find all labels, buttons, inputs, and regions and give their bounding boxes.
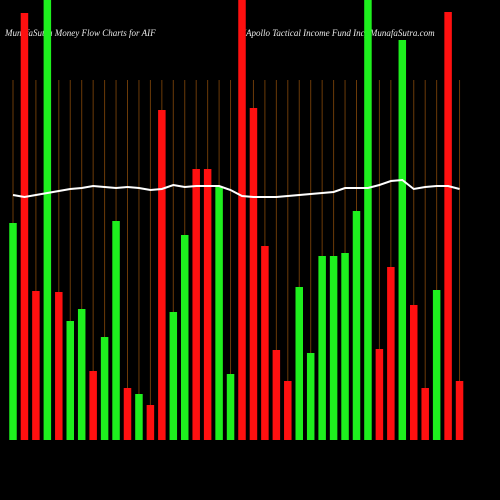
bar (295, 287, 303, 440)
bar (112, 221, 120, 440)
bar (421, 388, 429, 440)
bar (387, 267, 395, 440)
bar (181, 235, 189, 440)
bar (226, 374, 235, 440)
bar (306, 353, 315, 440)
bar (66, 321, 74, 440)
bar (169, 312, 178, 440)
bar (32, 291, 40, 440)
bar (100, 337, 109, 440)
bar (146, 405, 155, 440)
bar (192, 169, 200, 440)
bar (352, 211, 361, 440)
bar (135, 394, 143, 440)
bar (284, 381, 292, 440)
bar (215, 187, 223, 440)
bar (455, 381, 464, 440)
bar (375, 349, 384, 440)
bar (20, 13, 29, 440)
bar (43, 0, 52, 440)
bar (410, 305, 418, 440)
bar (398, 40, 407, 440)
bar (329, 256, 338, 440)
bar (77, 309, 86, 440)
bar (364, 0, 372, 440)
bar (238, 0, 246, 440)
chart-title: MunafaSutra Money Flow Charts for AIF (4, 28, 156, 38)
bar (272, 350, 281, 440)
bar (318, 256, 326, 440)
bar (158, 110, 166, 440)
bar (261, 246, 269, 440)
chart-subtitle: (Apollo Tactical Income Fund Inc) Munafa… (243, 28, 435, 38)
bar (203, 169, 212, 440)
bar (9, 223, 17, 440)
money-flow-line (12, 178, 460, 199)
bar (89, 371, 97, 440)
bar (249, 108, 258, 440)
bar (123, 388, 132, 440)
bar (432, 290, 441, 440)
bar (55, 292, 63, 440)
bar (444, 12, 452, 440)
bar (341, 253, 349, 440)
